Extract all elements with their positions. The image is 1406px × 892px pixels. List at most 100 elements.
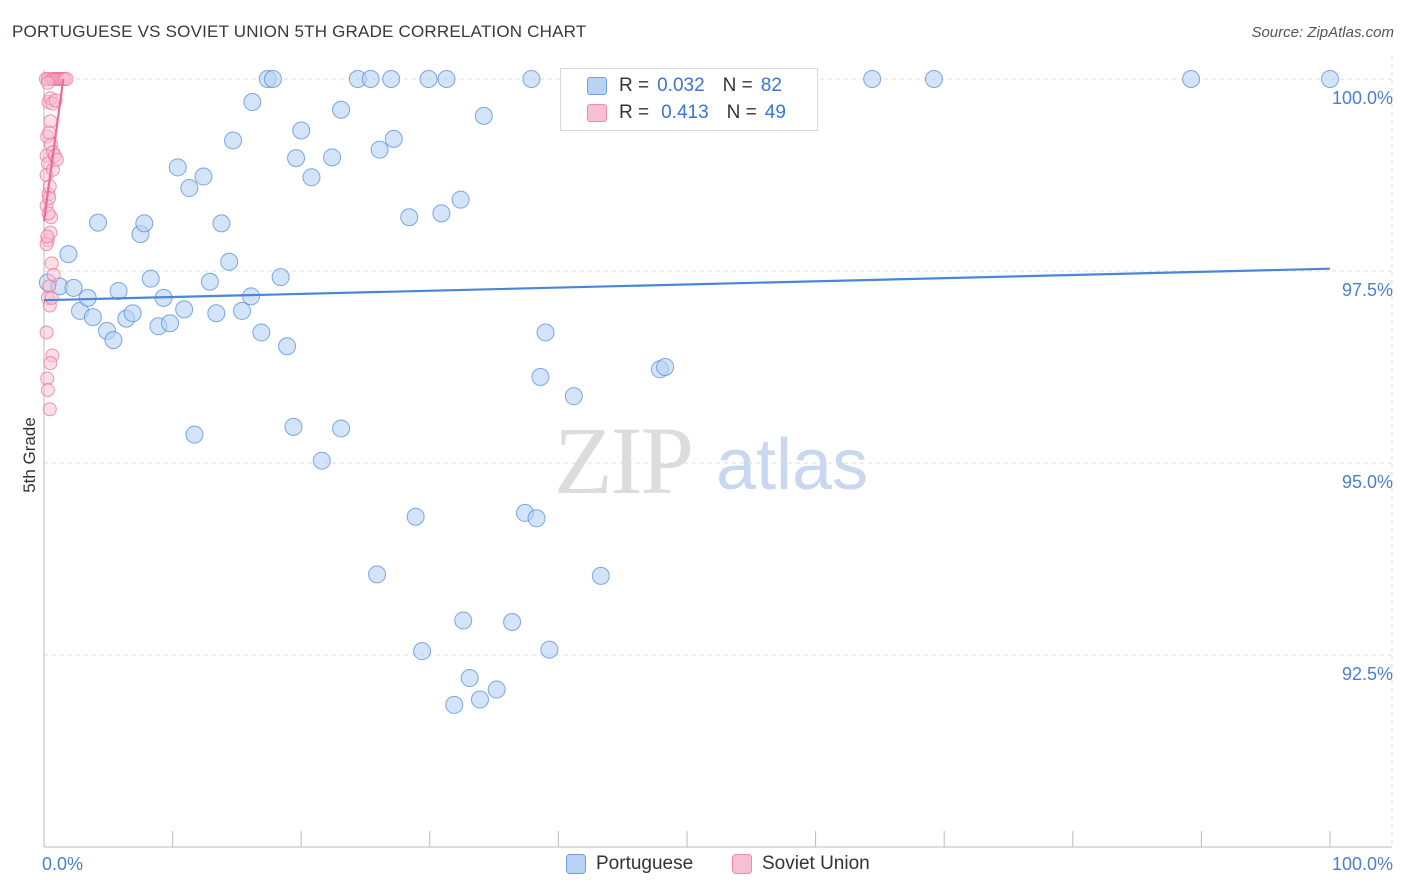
portuguese-point bbox=[284, 417, 303, 436]
portuguese-swatch bbox=[587, 77, 607, 95]
chart-title: PORTUGUESE VS SOVIET UNION 5TH GRADE COR… bbox=[12, 22, 587, 41]
portuguese-point bbox=[332, 100, 351, 119]
n-label: N = bbox=[722, 75, 753, 96]
portuguese-point bbox=[194, 167, 213, 186]
portuguese-point bbox=[180, 179, 199, 198]
portuguese-point bbox=[474, 106, 493, 125]
portuguese-point bbox=[175, 300, 194, 319]
soviet-union-point bbox=[44, 256, 59, 271]
legend-label: Soviet Union bbox=[762, 853, 870, 874]
portuguese-point bbox=[89, 213, 108, 232]
portuguese-trend-line bbox=[43, 267, 1331, 302]
r-label: R = bbox=[619, 75, 650, 96]
portuguese-swatch bbox=[566, 854, 586, 874]
portuguese-point bbox=[382, 70, 401, 88]
portuguese-point bbox=[863, 70, 882, 88]
portuguese-point bbox=[109, 281, 128, 300]
portuguese-point bbox=[207, 304, 226, 323]
n-value: 49 bbox=[764, 102, 786, 123]
portuguese-point bbox=[460, 669, 479, 688]
soviet-union-point bbox=[42, 191, 57, 206]
portuguese-point bbox=[135, 214, 154, 233]
soviet-union-swatch bbox=[732, 854, 752, 874]
soviet-union-point bbox=[40, 75, 55, 90]
portuguese-point bbox=[432, 204, 451, 223]
portuguese-point bbox=[271, 268, 290, 287]
portuguese-point bbox=[252, 323, 271, 342]
y-tick-label: 92.5% bbox=[1342, 664, 1393, 684]
tick-labels: 92.5% 95.0% 97.5% 100.0% 0.0% 100.0% bbox=[42, 88, 1393, 874]
portuguese-point bbox=[454, 611, 473, 630]
soviet-union-trend-line bbox=[42, 78, 65, 222]
stats-legend: R = 0.032 N = 82 R = 0.413 N = 49 bbox=[560, 68, 818, 131]
x-tick-label: 0.0% bbox=[42, 854, 83, 874]
portuguese-point bbox=[487, 680, 506, 699]
portuguese-point bbox=[185, 425, 204, 444]
portuguese-point bbox=[243, 93, 262, 112]
portuguese-point bbox=[370, 140, 389, 159]
portuguese-point bbox=[323, 148, 342, 167]
portuguese-point bbox=[161, 314, 180, 333]
portuguese-point bbox=[419, 70, 438, 88]
portuguese-point bbox=[536, 323, 555, 342]
portuguese-point bbox=[384, 129, 403, 148]
portuguese-point bbox=[406, 507, 425, 526]
source-credit: Source: ZipAtlas.com bbox=[1251, 24, 1394, 41]
portuguese-point bbox=[59, 245, 78, 264]
portuguese-point bbox=[540, 640, 559, 659]
portuguese-point bbox=[527, 509, 546, 528]
portuguese-point bbox=[263, 70, 282, 88]
portuguese-point bbox=[64, 278, 83, 297]
portuguese-point bbox=[292, 121, 311, 140]
portuguese-point bbox=[451, 190, 470, 209]
soviet-union-point bbox=[40, 383, 55, 398]
trend-lines bbox=[42, 78, 1331, 302]
portuguese-point bbox=[400, 208, 419, 227]
portuguese-point bbox=[437, 70, 456, 88]
y-tick-label: 100.0% bbox=[1332, 88, 1393, 108]
portuguese-point bbox=[361, 70, 380, 88]
portuguese-point bbox=[278, 337, 297, 356]
portuguese-point bbox=[656, 358, 675, 376]
portuguese-point bbox=[141, 269, 160, 288]
r-value: 0.032 bbox=[657, 75, 705, 96]
portuguese-point bbox=[332, 419, 351, 438]
soviet-union-point bbox=[42, 125, 57, 140]
portuguese-point bbox=[200, 272, 219, 291]
portuguese-point bbox=[522, 70, 541, 88]
portuguese-point bbox=[224, 131, 243, 150]
portuguese-point bbox=[413, 642, 432, 661]
portuguese-point bbox=[312, 451, 331, 470]
legend-row-soviet-union: R = 0.413 N = 49 bbox=[587, 101, 786, 125]
legend-label: Portuguese bbox=[596, 853, 694, 874]
legend-row-portuguese: R = 0.032 N = 82 bbox=[587, 74, 782, 98]
n-value: 82 bbox=[760, 75, 782, 96]
portuguese-point bbox=[287, 149, 306, 168]
soviet-union-point bbox=[44, 290, 59, 305]
portuguese-point bbox=[470, 690, 489, 709]
portuguese-point bbox=[1182, 70, 1201, 88]
portuguese-point bbox=[368, 565, 387, 584]
data-points bbox=[38, 70, 1339, 714]
portuguese-point bbox=[302, 168, 321, 187]
portuguese-point bbox=[233, 301, 252, 320]
legend-item-soviet-union[interactable]: Soviet Union bbox=[732, 852, 870, 876]
r-value: 0.413 bbox=[661, 102, 709, 123]
n-label: N = bbox=[726, 102, 757, 123]
soviet-union-point bbox=[39, 325, 54, 340]
portuguese-point bbox=[212, 214, 231, 233]
portuguese-point bbox=[445, 695, 464, 714]
soviet-union-swatch bbox=[587, 104, 607, 122]
soviet-union-point bbox=[40, 229, 55, 244]
legend-item-portuguese[interactable]: Portuguese bbox=[566, 852, 693, 876]
axes bbox=[43, 70, 1392, 848]
x-tick-label: 100.0% bbox=[1332, 854, 1393, 874]
portuguese-point bbox=[503, 612, 522, 631]
portuguese-point bbox=[123, 304, 142, 323]
soviet-union-point bbox=[43, 114, 58, 129]
portuguese-point bbox=[104, 331, 123, 350]
portuguese-point bbox=[924, 70, 943, 88]
y-tick-label: 97.5% bbox=[1342, 280, 1393, 300]
soviet-union-point bbox=[42, 402, 57, 417]
